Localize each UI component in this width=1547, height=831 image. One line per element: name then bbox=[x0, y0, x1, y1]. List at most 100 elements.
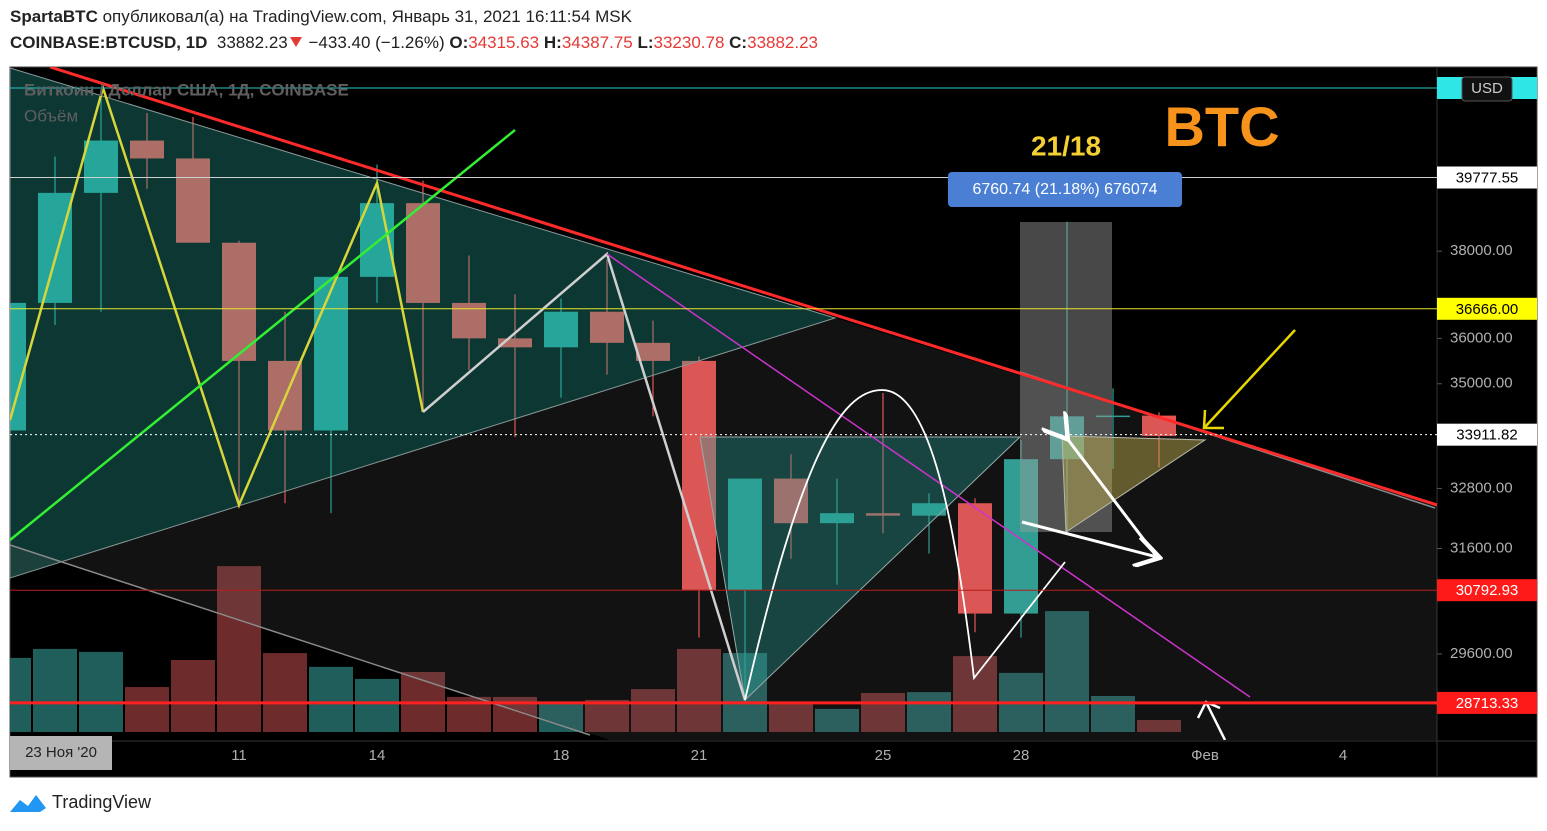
annotation: BTC bbox=[1164, 95, 1279, 158]
arrow bbox=[1204, 701, 1227, 740]
arrow-head bbox=[1202, 409, 1224, 430]
volume-bar bbox=[263, 653, 307, 732]
volume-bar bbox=[815, 708, 859, 732]
x-tick-label: 28 bbox=[1013, 747, 1030, 764]
triangle-fill bbox=[10, 67, 837, 579]
x-tick-label: 18 bbox=[553, 747, 570, 764]
y-tick-label: 29600.00 bbox=[1450, 645, 1513, 662]
candle-body bbox=[866, 513, 900, 516]
level-label-bg bbox=[1437, 579, 1537, 602]
ohlc-value: 33230.78 bbox=[653, 33, 725, 52]
currency-button[interactable] bbox=[1461, 76, 1513, 102]
arrow bbox=[1066, 437, 1159, 558]
publish-line: SpartaBTC опубликовал(а) на TradingView.… bbox=[10, 7, 632, 27]
x-tick-label: 4 bbox=[1339, 747, 1347, 764]
candle-body bbox=[10, 302, 26, 431]
ohlc-label: H: bbox=[543, 33, 562, 52]
x-tick-label: 21 bbox=[691, 747, 708, 764]
candle-body bbox=[544, 311, 578, 348]
triangle-fill bbox=[10, 318, 1437, 740]
volume-bar bbox=[1137, 720, 1181, 732]
candle-layer bbox=[10, 93, 1176, 704]
candle-body bbox=[498, 338, 532, 348]
volume-bar bbox=[585, 699, 629, 732]
candle-body bbox=[774, 478, 808, 524]
zigzag bbox=[10, 83, 425, 509]
level-label: 33911.82 bbox=[1456, 427, 1517, 444]
candle-body bbox=[176, 158, 210, 243]
last-price: 33882.23 bbox=[216, 33, 288, 52]
arrow bbox=[1021, 520, 1157, 557]
symbol: COINBASE:BTCUSD, 1D bbox=[10, 33, 208, 52]
curve bbox=[744, 389, 1066, 701]
change: −433.40 (−1.26%) bbox=[308, 33, 445, 52]
volume-bar bbox=[355, 678, 399, 732]
level-layer bbox=[10, 177, 1437, 705]
ohlc-value: 34315.63 bbox=[468, 33, 540, 52]
volume-bar bbox=[631, 689, 675, 732]
volume-bar bbox=[1045, 611, 1089, 732]
ohlc-label: O: bbox=[449, 33, 469, 52]
level-label: 30792.93 bbox=[1456, 582, 1519, 599]
triangle-fill bbox=[1061, 435, 1207, 533]
volume-bar bbox=[861, 693, 905, 732]
volume-bar bbox=[33, 648, 77, 732]
volume-bar bbox=[769, 702, 813, 732]
candle-body bbox=[728, 478, 762, 590]
candle-body bbox=[84, 140, 118, 193]
volume-bar bbox=[953, 656, 997, 732]
x-tick-label: Фев bbox=[1191, 747, 1219, 764]
level-label: 39777.55 bbox=[1456, 169, 1519, 186]
y-tick-label: 36000.00 bbox=[1450, 329, 1513, 346]
down-icon bbox=[289, 37, 302, 47]
x-tick-label: 25 bbox=[875, 747, 892, 764]
candle-body bbox=[1004, 459, 1038, 614]
candle-body bbox=[636, 342, 670, 361]
volume-title: Объём bbox=[24, 106, 78, 125]
candle-body bbox=[820, 513, 854, 524]
volume-bar bbox=[171, 660, 215, 732]
y-tick-label: 31600.00 bbox=[1450, 539, 1513, 556]
level-label: 36666.00 bbox=[1456, 301, 1519, 318]
ohlc-value: 34387.75 bbox=[561, 33, 633, 52]
x-tick-label: 11 bbox=[231, 747, 247, 764]
cursor-date-bg bbox=[10, 736, 112, 770]
arrow bbox=[1204, 329, 1296, 428]
volume-bar bbox=[309, 666, 353, 732]
candle-body bbox=[314, 276, 348, 431]
annotation: 6760.74 (21.18%) 676074 bbox=[972, 181, 1157, 198]
candle-body bbox=[1096, 415, 1130, 418]
measure-tooltip bbox=[948, 172, 1182, 207]
level-label: 28713.33 bbox=[1456, 695, 1519, 712]
ohlc-label: C: bbox=[729, 33, 748, 52]
candle-body bbox=[406, 203, 440, 303]
candle-body bbox=[912, 503, 946, 516]
volume-bar bbox=[79, 651, 123, 732]
currency[interactable]: USD bbox=[1471, 80, 1503, 97]
y-tick-label: 35000.00 bbox=[1450, 375, 1513, 392]
resistance-line bbox=[49, 67, 1437, 507]
drawings bbox=[10, 67, 1437, 740]
price-axis: 38000.00 36000.00 35000.00 32800.00 31600.00… bbox=[231, 166, 1537, 764]
ohlc-value: 33882.23 bbox=[747, 33, 819, 52]
candle-body bbox=[590, 311, 624, 343]
brand-logo bbox=[10, 795, 46, 812]
ohlc: O:34315.63 H:34387.75 L:33230.78 C:33882… bbox=[449, 33, 818, 52]
volume-bar bbox=[539, 704, 583, 732]
publisher: SpartaBTC bbox=[10, 7, 98, 26]
ohlc-label: L: bbox=[637, 33, 654, 52]
trend-line bbox=[10, 129, 516, 541]
publish-info: опубликовал(а) на TradingView.com, Январ… bbox=[102, 7, 632, 26]
volume-bar bbox=[677, 648, 721, 732]
cursor-date: 23 Ноя '20 bbox=[25, 744, 97, 761]
level-label-bg bbox=[1437, 423, 1537, 446]
volume-bar bbox=[125, 687, 169, 732]
candle-body bbox=[130, 140, 164, 159]
trend-line bbox=[606, 253, 1251, 698]
candle-body bbox=[222, 242, 256, 361]
volume-bar bbox=[10, 657, 31, 732]
y-tick-label: 38000.00 bbox=[1450, 242, 1513, 259]
level-label-bg bbox=[1437, 297, 1537, 320]
